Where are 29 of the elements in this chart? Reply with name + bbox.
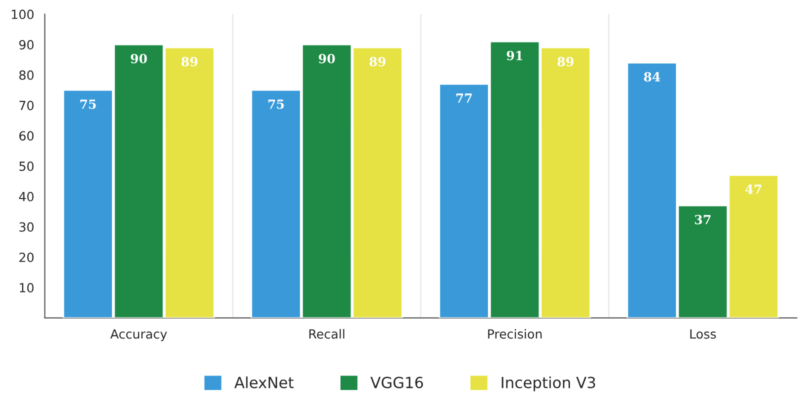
y-tick-label: 30 [19,222,34,232]
y-tick-label: 20 [19,252,34,262]
legend-label: VGG16 [370,376,423,388]
data-label: 89 [370,56,386,66]
y-tick-label: 40 [19,192,34,202]
x-tick-label: Loss [690,329,716,339]
y-tick-label: 100 [12,10,34,20]
data-label: 77 [456,94,472,103]
data-label: 89 [558,56,574,66]
legend-label: AlexNet [234,376,294,388]
data-label: 75 [268,100,284,109]
data-label: 91 [506,50,522,60]
data-label: 90 [318,54,335,64]
x-tick-label: Accuracy [110,329,167,342]
y-tick-label: 10 [20,283,34,292]
legend-label: Inception V3 [502,376,596,392]
x-tick-label: Recall [309,329,344,339]
y-tick-label: 60 [19,131,34,141]
data-label: 47 [745,184,762,194]
data-label: 37 [694,214,710,224]
y-tick-label: 70 [20,100,34,110]
data-label: 75 [80,100,96,109]
y-tick-label: 50 [19,162,34,171]
x-tick-label: Precision [488,329,542,339]
data-label: 89 [182,56,198,66]
y-tick-label: 80 [19,70,34,80]
data-label: 84 [644,72,660,82]
data-label: 90 [130,54,147,64]
y-tick-label: 90 [19,40,34,50]
